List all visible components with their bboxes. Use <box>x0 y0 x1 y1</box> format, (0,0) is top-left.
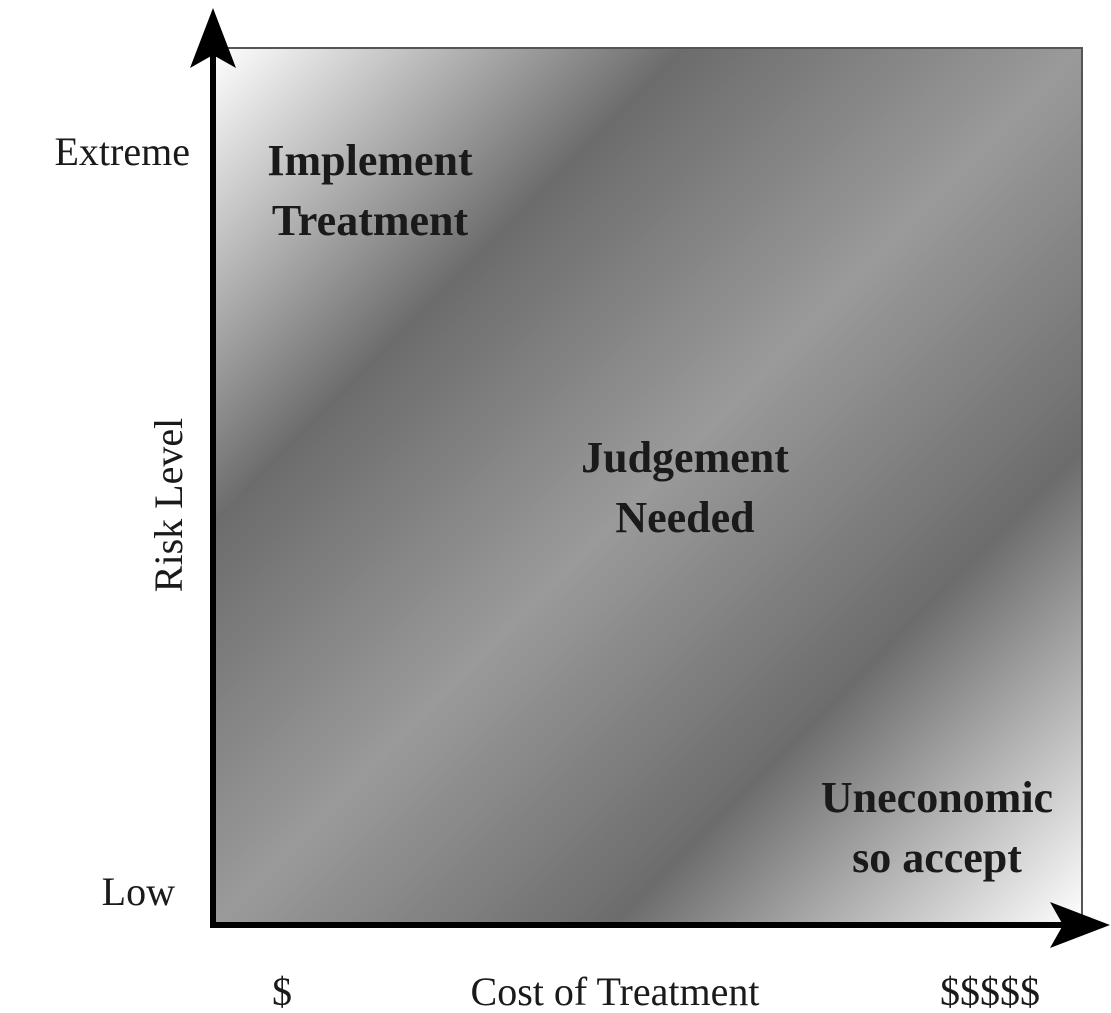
x-low-label: $ <box>272 969 292 1013</box>
y-arrow <box>190 8 236 68</box>
regions: Implement Treatment Judgement Needed Unecono… <box>267 136 1053 882</box>
region-label: Treatment <box>272 196 469 245</box>
region-label: Needed <box>615 493 754 542</box>
y-high-label: Extreme <box>55 129 191 174</box>
x-arrow <box>1050 902 1110 948</box>
decision-area <box>214 47 1083 926</box>
region-label: so accept <box>852 833 1022 882</box>
region-label: Implement <box>267 136 473 185</box>
y-axis-label: Risk Level <box>146 418 191 592</box>
region-label: Judgement <box>581 433 789 482</box>
x-axis-label: Cost of Treatment <box>471 969 760 1013</box>
y-low-label: Low <box>102 869 175 914</box>
region-label: Uneconomic <box>821 773 1053 822</box>
x-high-label: $$$$$ <box>940 969 1040 1013</box>
